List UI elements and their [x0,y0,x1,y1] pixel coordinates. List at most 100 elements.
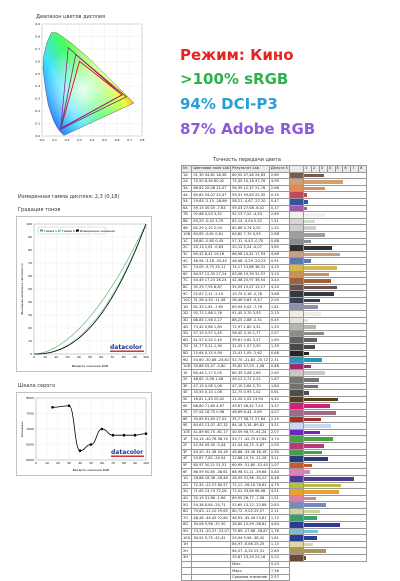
table-row: 3D 88,85 1,58 2,27 88,25 2,88 -2,31 0,45 [180,316,368,325]
cell-ref: 54,14 -40,76 38,74 [191,435,232,443]
grayscale-chart: 0 10 20 30 40 50 60 70 80 90 100 6000 6500 7000 7500 80… [16,392,152,476]
cell-de: 2,68 [268,184,291,193]
cell-ref: 57,54 18,75 0,98 [191,408,232,417]
cell-de: 6,46 [268,474,291,483]
delta-bar-cell [303,514,368,523]
delta-bar [304,516,318,521]
color-swatch [289,547,305,556]
table-row: 6D 41,57 0,20 1,45 39,61 0,62 3,27 1,65 [180,336,368,345]
cell-ref: 41,89 60,70 -61,17 [191,428,232,437]
cell-nr: 1A [180,171,193,180]
grayscale-point [111,433,115,437]
color-swatch [289,408,305,417]
gamma-xtick: 40 [77,355,81,359]
cell-res: 48,93 -45,44 23,81 [230,514,270,523]
cell-nr: 3G [180,488,193,496]
legend-swatch-meas [76,229,79,232]
summary-label: Средняя значение [230,573,270,581]
table-row: 5A 19,65 -2,15 -28,66 58,21 -0,67 -27,20 0,… [180,197,368,206]
cell-ref: 53,60 -30,88 -24,81 [191,356,232,364]
delta-bar-cell [303,211,368,219]
cell-ref: 30,06 5,98 -37,50 [191,521,232,529]
table-row: 9D 53,60 -30,88 -24,81 52,70 -21,83 -25,72… [180,356,368,364]
cell-nr: 7D [180,343,193,351]
cell-nr: 6G [180,507,193,516]
cell-ref: 28,88 18,36 -28,48 [191,474,232,483]
gamma-xtick: 70 [110,355,114,359]
cell-nr: 2G [180,481,193,490]
delta-bar-cell [303,461,368,470]
delta-bar-cell [303,481,368,490]
cell-res: 57,31 -0,43 -0,70 [230,237,270,246]
delta-bar-cell [303,474,368,483]
cell-ref: 65,42 8,41 19,16 [191,250,232,259]
cell-de: 3,44 [268,277,291,285]
gamma-legend-box [37,226,107,235]
color-swatch [289,554,305,562]
table-row: 2D 92,72 1,88 1,76 91,45 3,70 3,53 2,13 [180,310,368,318]
table-row: 7D 31,77 0,21 1,30 31,05 1,07 2,50 1,39 [180,343,368,351]
color-swatch [289,204,305,213]
cell-ref: 16,81 1,43 20,02 [191,395,232,404]
gamut-xtick: 0.0 [40,138,45,142]
header-cell: 6 [342,165,352,173]
cell-res: 39,61 0,62 3,27 [230,336,270,345]
grayscale-point [122,433,126,437]
delta-bar-cell [303,415,368,424]
table-row: 9E 84,63 13,07 -87,32 84,18 3,18 -89,81 3,5… [180,422,368,430]
cell-nr: 8E [180,415,193,424]
delta-bar [304,450,322,455]
gs-xtick: 30 [67,461,71,465]
cell-nr: 8C [180,283,193,292]
delta-bar [304,358,322,362]
cell-ref: 72,45 -22,57 60,57 [191,481,232,490]
cell-res: 75,69 -27,68 -28,87 [230,527,270,536]
delta-bar [304,285,337,290]
grayscale-point [133,433,137,437]
delta-bar-cell [303,428,368,437]
gs-xtick: 40 [78,461,82,465]
delta-bar [304,410,336,415]
cell-res: 52,65 13,12 -22,88 [230,501,270,509]
color-swatch [289,395,305,404]
gamma-ytick: 20 [28,326,32,330]
delta-bar [304,265,337,270]
header-cell: Дельта Е [268,165,291,173]
cell-ref: 44,49 17,23 26,24 [191,277,232,285]
cell-de: 3,11 [268,455,291,463]
gamma-title: Градация тонов [18,207,61,213]
gs-xtick: 10 [45,461,49,465]
gamut-xtick: 0.7 [127,138,132,142]
table-row: 10C 31,58 4,33 -11,08 28,46 9,83 -9,47 2,00 [180,296,368,305]
delta-bar-cell [303,527,368,536]
cell-res: 59,31 49,63 22,35 [230,191,270,199]
table-row: 6G 79,63 -11,10 29,65 80,72 -9,02 29,57 2,1… [180,507,368,516]
color-swatch [289,270,305,279]
cell-nr: 6F [180,468,193,476]
cell-res: 29,94 5,96 -38,42 [230,534,270,542]
header-cell: 3 [318,165,328,173]
gamma-legend: Гамма 1.8 Гамма 2.2 Измеренное значение [37,226,115,235]
gamma-logo: datacolor [110,344,142,351]
color-swatch [289,237,305,246]
cell-res: 84,18 3,18 -89,81 [230,422,270,430]
gamut-ytick: 0.2 [35,109,40,113]
delta-bar [304,345,315,349]
cell-res: 35,09 15,07 13,17 [230,283,270,292]
cell-de: 2,00 [268,296,291,305]
table-row: 7G 48,48 -44,45 22,60 48,93 -45,44 23,81 1,… [180,514,368,523]
cell-de: 0,91 [268,257,291,265]
cell-res: 82,14 -0,04 0,52 [230,217,270,226]
delta-bar-cell [303,494,368,503]
color-swatch [289,527,305,536]
cell-nr: 1G [180,474,193,483]
cell-de: 1,65 [268,336,291,345]
cell-nr: 2C [180,244,193,252]
gs-xtick: 50 [89,461,93,465]
cell-res: 60,52 47,48 24,63 [230,171,270,180]
cell-nr: 4C [180,257,193,265]
delta-bar [304,378,319,382]
cell-res: 47,10 2,64 2,70 [230,382,270,391]
table-row: 3A 68,82 20,08 22,47 56,39 12,37 21,76 2,68 [180,184,368,193]
summary-value: 2,57 [268,573,291,581]
